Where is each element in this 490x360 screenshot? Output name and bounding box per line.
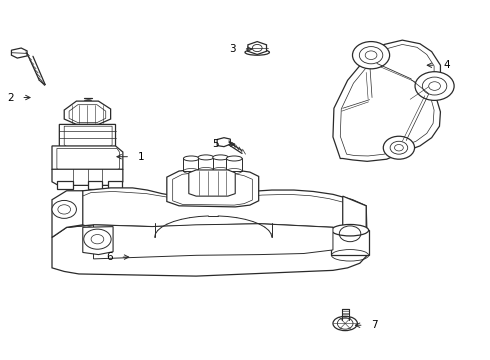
Text: 3: 3 [229,44,236,54]
Circle shape [352,41,390,69]
Polygon shape [59,125,116,151]
Ellipse shape [183,156,199,161]
Text: 6: 6 [106,252,113,262]
Polygon shape [226,158,242,171]
Polygon shape [83,226,113,255]
Text: 2: 2 [7,93,14,103]
Ellipse shape [198,155,214,160]
Polygon shape [213,157,228,170]
Polygon shape [198,157,214,170]
Polygon shape [52,169,123,185]
Text: 7: 7 [371,320,378,330]
Polygon shape [108,181,122,188]
Circle shape [383,136,415,159]
Polygon shape [57,181,73,189]
Circle shape [415,72,454,100]
Polygon shape [52,224,367,276]
Polygon shape [52,191,83,237]
Polygon shape [11,48,27,58]
Ellipse shape [333,316,357,330]
Polygon shape [333,40,441,161]
Polygon shape [94,224,333,259]
Polygon shape [52,146,123,175]
Text: 5: 5 [212,139,219,149]
Text: 4: 4 [443,60,450,70]
Ellipse shape [245,49,270,55]
Text: 1: 1 [138,152,144,162]
Polygon shape [183,158,199,171]
Polygon shape [167,169,259,207]
Circle shape [84,229,111,249]
Polygon shape [343,196,366,240]
Polygon shape [189,170,235,196]
Ellipse shape [331,225,368,236]
Polygon shape [67,188,367,240]
Polygon shape [88,181,102,189]
Circle shape [52,201,76,219]
Polygon shape [64,101,111,125]
Polygon shape [248,41,267,54]
Ellipse shape [213,155,228,160]
Polygon shape [217,138,230,147]
Polygon shape [331,230,368,255]
Ellipse shape [226,156,242,161]
